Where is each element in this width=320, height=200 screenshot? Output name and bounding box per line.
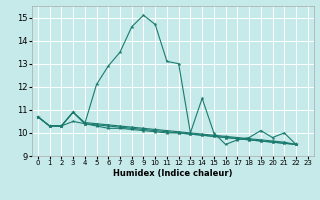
X-axis label: Humidex (Indice chaleur): Humidex (Indice chaleur) (113, 169, 233, 178)
